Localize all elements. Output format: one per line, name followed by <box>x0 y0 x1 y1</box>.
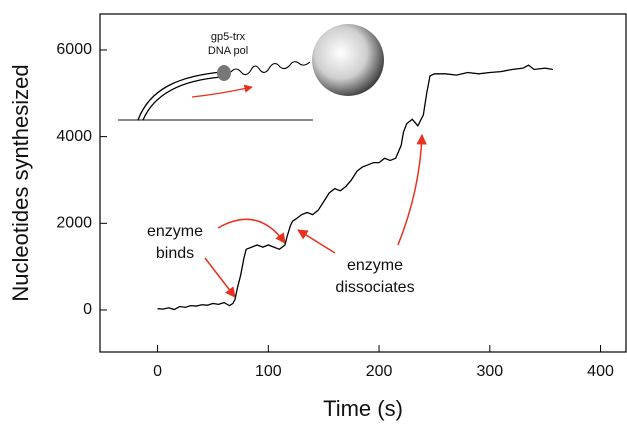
annotation: binds <box>156 245 194 262</box>
y-tick-label: 0 <box>83 301 92 318</box>
x-tick-label: 300 <box>476 363 503 380</box>
annotation: enzyme <box>147 223 203 240</box>
annotation: dissociates <box>335 279 414 296</box>
data-line <box>157 64 554 311</box>
x-tick-label: 200 <box>366 363 393 380</box>
inset-label: gp5-trx <box>211 31 246 43</box>
x-tick-label: 400 <box>587 363 614 380</box>
inset-illustration <box>118 24 384 121</box>
x-tick-label: 0 <box>153 363 162 380</box>
plot-frame <box>99 13 627 353</box>
annotation: enzyme <box>347 257 403 274</box>
y-tick-label: 6000 <box>56 41 92 58</box>
y-tick-label: 4000 <box>56 128 92 145</box>
x-axis-title: Time (s) <box>323 396 403 421</box>
y-axis-title: Nucleotides synthesized <box>8 64 33 301</box>
arrows <box>204 133 427 298</box>
y-tick-label: 2000 <box>56 215 92 232</box>
x-tick-label: 100 <box>255 363 282 380</box>
inset-label: DNA pol <box>208 45 248 57</box>
